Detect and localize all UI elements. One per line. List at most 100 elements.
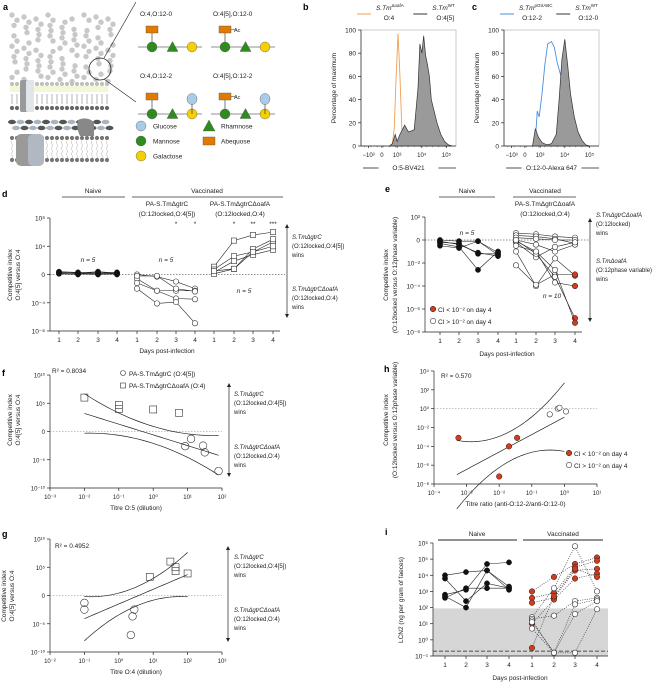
- series-line: [439, 240, 499, 257]
- data-point: [463, 569, 469, 575]
- lps-sugar-unit: [81, 12, 87, 18]
- data-point: [173, 285, 180, 292]
- annotation-bottom-strain: S.TmΔoafA: [596, 259, 627, 265]
- annotation-top-strain: S.TmΔgtrC: [234, 392, 264, 398]
- data-point: [134, 279, 141, 286]
- series-line: [444, 570, 510, 587]
- y-tick-label: 60: [349, 74, 357, 81]
- legend-strain-genotype: WT: [448, 3, 455, 8]
- lps-sugar-unit: [71, 68, 77, 74]
- series-line: [515, 232, 576, 238]
- y-tick-label: 10⁻²: [417, 426, 429, 432]
- outer-membrane-head-top: [9, 81, 15, 87]
- mannose-symbol: [219, 41, 231, 53]
- outer-membrane-head-bottom: [64, 105, 70, 111]
- group-label-vaccinated: Vaccinated: [547, 531, 579, 538]
- y-tick-label: 0: [495, 144, 499, 151]
- x-tick-label: 10⁻⁴: [428, 490, 441, 497]
- outer-membrane-head-bottom: [59, 105, 65, 111]
- lps-sugar-unit: [60, 61, 66, 67]
- rhamnose-symbol: [166, 41, 179, 52]
- data-point: [134, 272, 141, 279]
- peptidoglycan-unit: [97, 125, 105, 131]
- i-y-tick-label: 10³: [419, 589, 429, 596]
- outer-membrane-head-top: [39, 81, 45, 87]
- data-point: [532, 248, 539, 255]
- panel-letter-e: e: [385, 184, 390, 194]
- y-tick-label: 10⁴: [420, 369, 430, 376]
- lps-sugar-unit: [96, 61, 102, 67]
- lipid-tail: [95, 140, 99, 159]
- inner-membrane-head-bottom: [84, 157, 90, 163]
- data-point: [532, 241, 539, 248]
- glucose-symbol: [186, 93, 198, 105]
- outer-membrane-protein-highlight: [26, 80, 34, 112]
- subgroup-strain-label: PA-S.TmΔgtrCΔoafA: [210, 201, 271, 208]
- inner-membrane-head-top: [44, 135, 50, 141]
- inner-membrane-head-top: [74, 135, 80, 141]
- d-y-tick-label: 0: [41, 272, 45, 279]
- lps-sugar-unit: [21, 45, 27, 51]
- legend-marker-open: [429, 317, 436, 324]
- lps-sugar-unit: [83, 33, 89, 39]
- lipid-tail: [95, 93, 99, 105]
- peptidoglycan-unit: [105, 125, 114, 131]
- data-point: [442, 575, 448, 582]
- y-tick-label: 100: [488, 28, 499, 35]
- lipid-tail: [50, 140, 54, 159]
- series-line: [58, 272, 118, 275]
- data-point-open: [546, 411, 553, 418]
- significance-stars: *: [194, 221, 197, 228]
- lps-sugar-unit: [50, 69, 56, 75]
- data-point: [550, 593, 558, 600]
- lps-sugar-unit: [45, 12, 51, 18]
- bacterial-membrane-illustration: [8, 12, 116, 166]
- lipid-tail: [90, 140, 94, 159]
- y-axis-label: Percentage of maximum: [474, 53, 481, 123]
- data-point: [550, 612, 557, 619]
- data-point: [463, 585, 469, 592]
- x-axis-label: Titre O:5 (dilution): [110, 505, 162, 512]
- series-line: [515, 239, 576, 319]
- legend-marker-red: [565, 449, 573, 457]
- lps-sugar-unit: [93, 14, 99, 20]
- series-line: [136, 274, 196, 289]
- x-tick-label: 10²: [183, 659, 192, 665]
- x-tick-label: 10³: [218, 659, 227, 665]
- legend-strain-name: S.Tm: [575, 5, 591, 12]
- x-tick-label: 10⁻¹: [78, 659, 90, 665]
- series-line: [515, 251, 576, 287]
- lps-sugar-unit: [14, 48, 20, 55]
- inner-membrane-head-top: [64, 135, 70, 141]
- lps-sugar-unit: [38, 52, 44, 59]
- peptidoglycan-unit: [101, 119, 110, 125]
- subgroup-serotype-label: (O:12locked,O:4[5]): [139, 211, 196, 218]
- lps-sugar-unit: [57, 45, 63, 51]
- y-tick-label: 10⁻⁴: [417, 444, 430, 451]
- data-point: [512, 242, 519, 249]
- annotation-top-serotype: (O:12locked,O:4[5]): [292, 244, 344, 250]
- legend-strain-label: S.TmpGtrABC: [519, 3, 553, 12]
- x-tick-label: 10⁰: [114, 658, 124, 665]
- data-point: [211, 268, 217, 274]
- data-point: [231, 237, 237, 244]
- legend-serotype-label: O:4: [384, 15, 395, 22]
- acetyl-label: Ac: [234, 95, 241, 101]
- lps-sugar-unit: [98, 50, 104, 57]
- x-tick-label: 2: [232, 337, 236, 344]
- x-tick-label: 1: [212, 337, 216, 344]
- lps-sugar-unit: [108, 31, 114, 38]
- peptidoglycan-unit: [33, 119, 42, 125]
- data-point: [551, 255, 558, 262]
- y-tick-label: 10⁻⁸: [417, 482, 430, 489]
- galactose-legend-label: Galactose: [153, 154, 183, 161]
- x-tick-label: 3: [485, 662, 489, 669]
- data-point: [593, 573, 601, 580]
- ci-lower-curve: [84, 432, 219, 476]
- x-axis-label: Days post-infection: [139, 348, 195, 355]
- outer-membrane-head-top: [79, 81, 85, 87]
- series-line: [136, 278, 195, 292]
- y-axis-label-line2: (O:12locked versus O:12phase variable): [392, 217, 399, 333]
- inner-membrane-head-top: [59, 135, 65, 141]
